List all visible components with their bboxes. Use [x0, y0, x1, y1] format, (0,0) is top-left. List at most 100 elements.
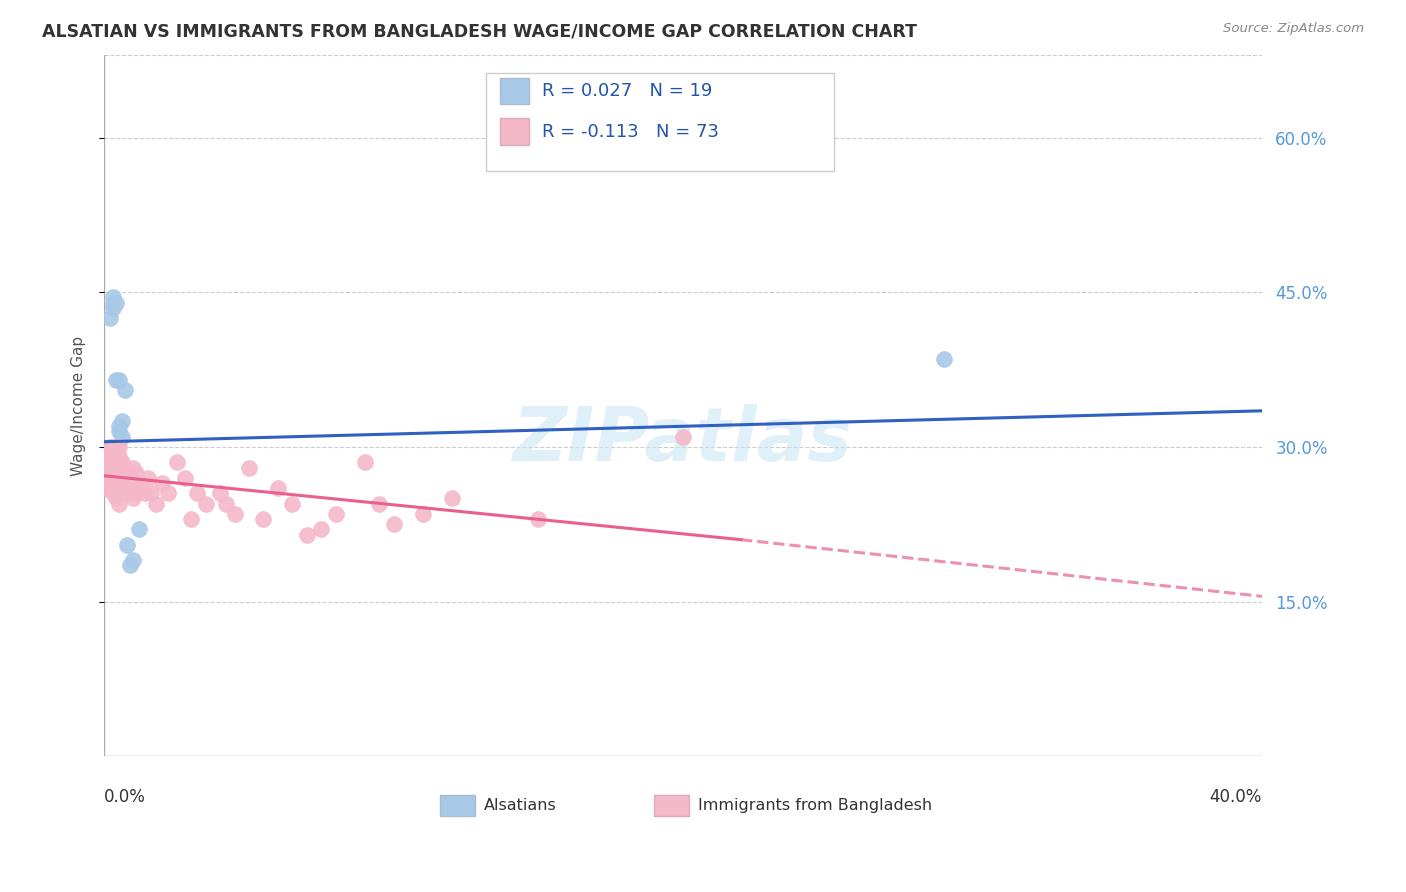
Point: [98, 466, 121, 480]
Point: [101, 290, 124, 304]
Point: [107, 481, 129, 495]
Point: [107, 450, 129, 465]
Point: [194, 497, 217, 511]
Point: [111, 455, 134, 469]
Point: [267, 481, 290, 495]
Point: [125, 466, 148, 480]
Point: [325, 507, 347, 521]
Point: [117, 466, 139, 480]
Point: [96, 455, 118, 469]
Point: [101, 301, 124, 315]
Point: [107, 425, 129, 439]
Point: [101, 466, 124, 480]
Point: [180, 512, 202, 526]
Point: [104, 445, 127, 459]
Point: [104, 373, 127, 387]
Point: [120, 558, 142, 573]
Point: [111, 486, 134, 500]
Point: [114, 471, 136, 485]
FancyBboxPatch shape: [654, 795, 689, 816]
Point: [440, 491, 463, 506]
Point: [128, 522, 150, 536]
Y-axis label: Wage/Income Gap: Wage/Income Gap: [72, 335, 86, 475]
Point: [114, 460, 136, 475]
Text: R = 0.027   N = 19: R = 0.027 N = 19: [541, 82, 713, 100]
Point: [527, 512, 550, 526]
Point: [98, 440, 121, 454]
Point: [382, 517, 405, 532]
Point: [136, 471, 159, 485]
Point: [224, 507, 246, 521]
Point: [134, 486, 156, 500]
Point: [122, 491, 145, 506]
Text: Immigrants from Bangladesh: Immigrants from Bangladesh: [699, 797, 932, 813]
Point: [145, 497, 167, 511]
Point: [131, 481, 153, 495]
Text: 40.0%: 40.0%: [1209, 788, 1263, 805]
Point: [114, 383, 136, 397]
Point: [114, 475, 136, 490]
Point: [104, 491, 127, 506]
Point: [111, 414, 134, 428]
Text: ALSATIAN VS IMMIGRANTS FROM BANGLADESH WAGE/INCOME GAP CORRELATION CHART: ALSATIAN VS IMMIGRANTS FROM BANGLADESH W…: [42, 22, 917, 40]
Point: [96, 466, 118, 480]
Point: [215, 497, 238, 511]
Point: [101, 486, 124, 500]
Point: [101, 295, 124, 310]
Text: 0.0%: 0.0%: [104, 788, 146, 805]
Point: [107, 373, 129, 387]
Point: [311, 522, 333, 536]
Point: [114, 486, 136, 500]
Point: [117, 486, 139, 500]
Point: [932, 352, 955, 367]
Text: R = -0.113   N = 73: R = -0.113 N = 73: [541, 122, 718, 141]
Point: [111, 475, 134, 490]
Point: [117, 538, 139, 552]
Point: [107, 419, 129, 434]
Point: [186, 486, 208, 500]
Point: [238, 460, 260, 475]
Point: [120, 471, 142, 485]
Point: [98, 440, 121, 454]
Text: Alsatians: Alsatians: [484, 797, 557, 813]
Point: [107, 440, 129, 454]
Point: [122, 475, 145, 490]
Point: [672, 429, 695, 443]
Point: [111, 429, 134, 443]
FancyBboxPatch shape: [501, 78, 529, 104]
Point: [353, 455, 375, 469]
Point: [107, 497, 129, 511]
Point: [122, 553, 145, 567]
Point: [139, 486, 162, 500]
Point: [98, 455, 121, 469]
FancyBboxPatch shape: [501, 119, 529, 145]
Point: [98, 445, 121, 459]
FancyBboxPatch shape: [440, 795, 475, 816]
Point: [120, 481, 142, 495]
Point: [104, 295, 127, 310]
Point: [209, 486, 232, 500]
Point: [96, 481, 118, 495]
Point: [104, 455, 127, 469]
Point: [107, 460, 129, 475]
Text: Source: ZipAtlas.com: Source: ZipAtlas.com: [1223, 22, 1364, 36]
Point: [111, 466, 134, 480]
Point: [101, 450, 124, 465]
Point: [412, 507, 434, 521]
Point: [107, 471, 129, 485]
Point: [98, 475, 121, 490]
FancyBboxPatch shape: [486, 72, 834, 170]
Point: [174, 471, 197, 485]
Point: [166, 455, 188, 469]
Point: [128, 475, 150, 490]
Point: [156, 486, 179, 500]
Point: [295, 527, 318, 541]
Point: [368, 497, 391, 511]
Point: [101, 475, 124, 490]
Point: [101, 440, 124, 454]
Point: [104, 466, 127, 480]
Point: [98, 311, 121, 326]
Point: [252, 512, 274, 526]
Point: [96, 445, 118, 459]
Point: [104, 475, 127, 490]
